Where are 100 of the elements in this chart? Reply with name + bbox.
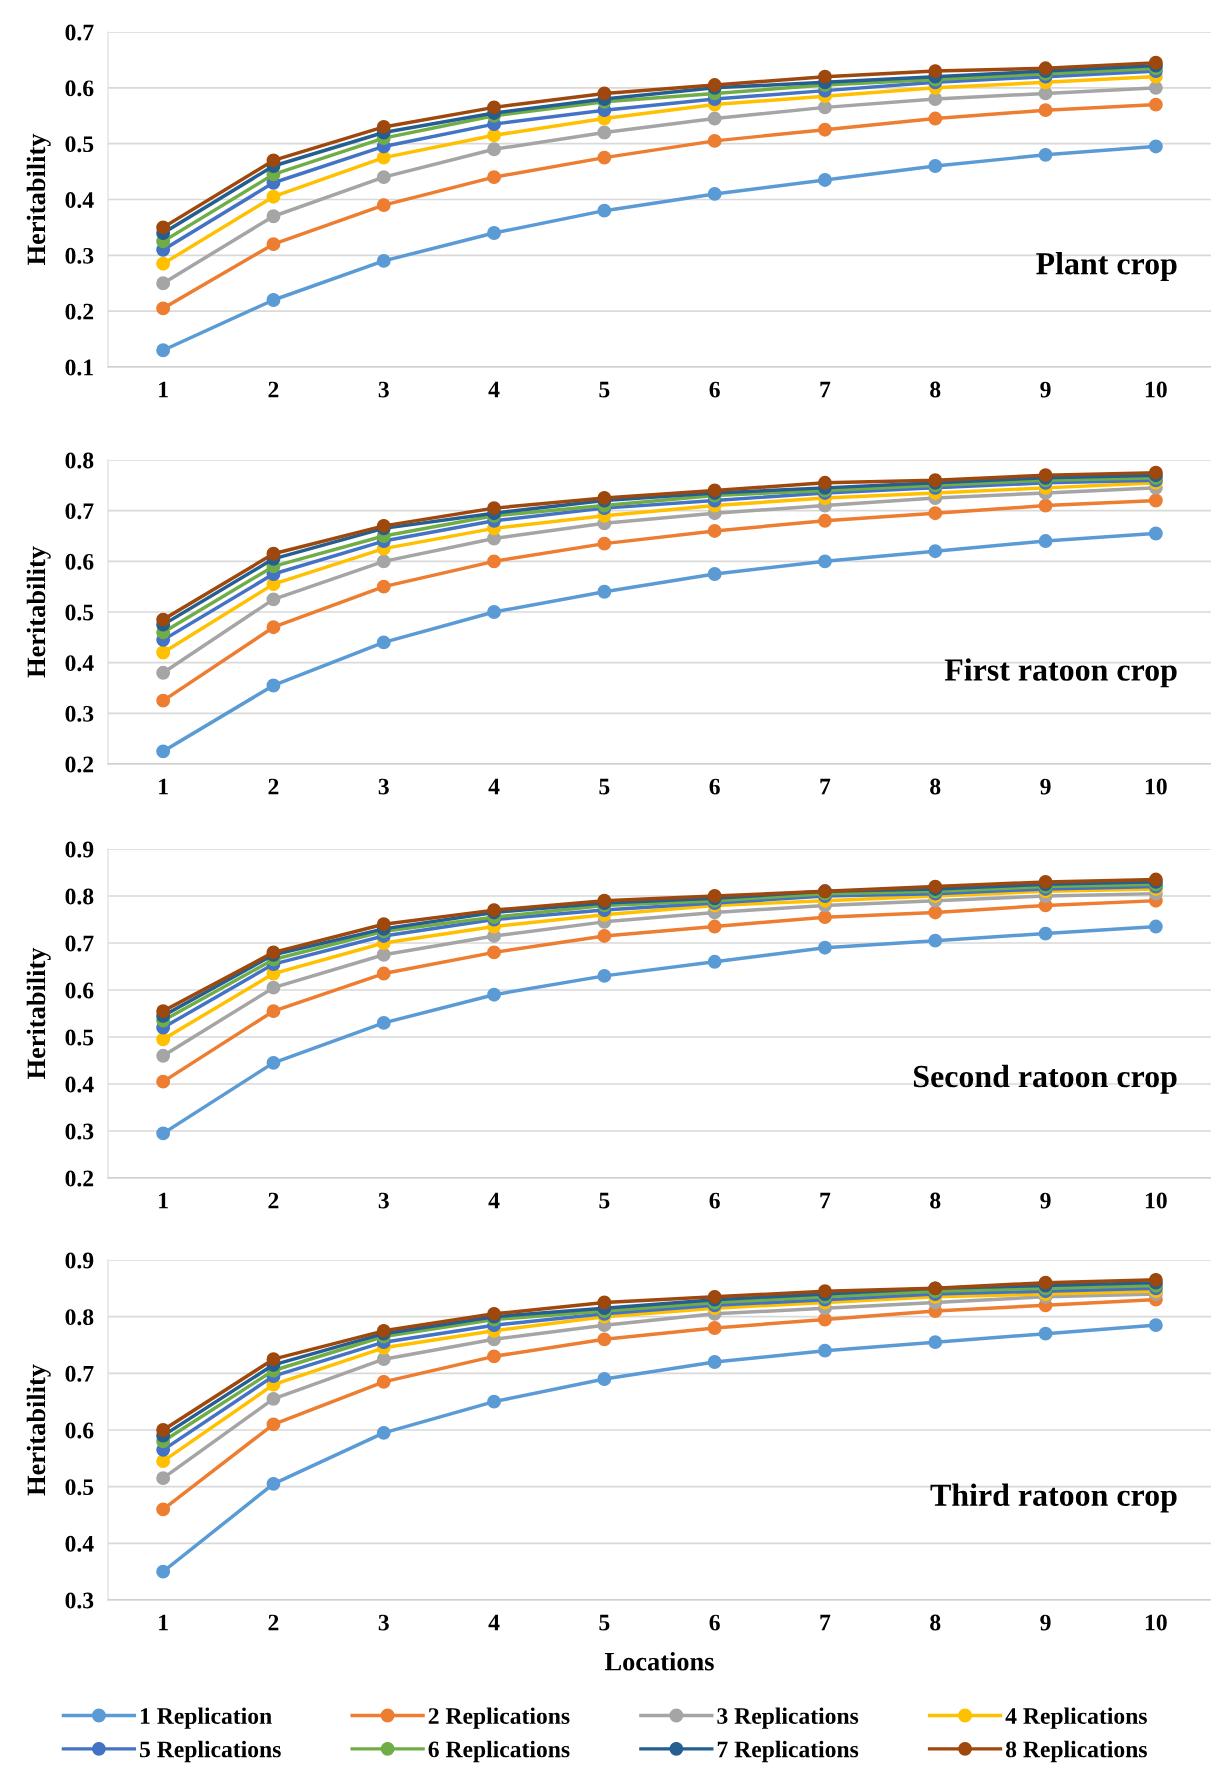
y-tick-label: 0.5 [65,604,94,621]
point [376,579,391,594]
y-axis-title: Heritability [26,133,51,266]
point [266,678,281,693]
y-tick-label: 0.3 [65,1592,94,1609]
point [597,968,612,983]
point [266,1352,281,1367]
point [597,86,612,101]
point [156,1564,171,1579]
x-tick-label: 5 [599,778,610,795]
point [597,536,612,551]
point [487,605,501,619]
point [928,544,943,559]
point [156,1502,171,1517]
legend-label: 8 Replications [1005,1740,1147,1763]
point [376,947,391,962]
point [487,987,501,1002]
point [266,1004,281,1019]
y-tick-label: 0.4 [65,655,94,672]
point [928,159,943,173]
point [156,343,171,358]
point [1038,103,1053,118]
point [376,1352,391,1367]
y-tick-label: 0.9 [65,841,94,858]
point [818,173,832,187]
point [818,69,832,84]
point [928,933,943,948]
point [818,1343,832,1358]
point [376,917,391,932]
y-tick-label: 0.7 [65,935,94,952]
x-tick-label: 5 [599,1192,610,1209]
point [266,1391,281,1406]
point [266,293,281,307]
x-tick-label: 4 [488,1614,500,1631]
point [707,186,722,201]
point [597,929,612,943]
x-tick-label: 6 [709,381,720,398]
point [376,150,391,165]
point [707,1321,722,1335]
x-tick-label: 9 [1040,381,1051,398]
y-tick-label: 0.6 [65,553,94,570]
x-tick-label: 7 [820,1192,831,1209]
legend-label: 1 Replication [140,1707,272,1729]
y-tick-label: 0.2 [65,303,94,320]
y-tick-label: 0.6 [65,982,94,999]
point [376,170,391,185]
y-tick-label: 0.6 [65,80,94,97]
x-tick-label: 7 [820,381,831,398]
x-tick-label: 9 [1040,1614,1051,1631]
point [266,1055,281,1070]
x-tick-label: 3 [378,778,389,795]
y-tick-label: 0.5 [65,1479,94,1496]
x-tick-label: 10 [1145,778,1167,795]
point [1038,1326,1053,1341]
point [266,209,281,224]
x-tick-label: 7 [820,1614,831,1631]
point [376,1374,391,1389]
point [928,111,943,126]
annotation: Third ratoon crop [930,1483,1177,1513]
point [376,554,391,569]
annotation: Second ratoon crop [913,1064,1177,1094]
y-tick-label: 0.4 [65,191,94,209]
point [266,592,281,607]
point [156,645,171,660]
x-tick-label: 4 [488,778,500,795]
x-tick-label: 1 [159,1192,168,1209]
point [156,612,171,627]
y-tick-label: 0.2 [65,756,94,773]
point [818,100,832,115]
y-tick-label: 0.6 [65,1422,94,1439]
x-tick-label: 8 [930,1614,941,1631]
point [818,940,832,955]
point [156,665,171,680]
point [376,1015,391,1030]
point [707,919,722,934]
x-tick-label: 10 [1145,1614,1167,1631]
point [1148,526,1163,541]
x-tick-label: 5 [599,381,610,398]
point [707,523,722,538]
point [487,1394,501,1409]
point [266,980,281,995]
point [156,744,171,759]
y-tick-label: 0.5 [65,136,94,153]
x-tick-label: 1 [159,778,168,795]
point [266,237,281,252]
point [266,153,281,168]
x-axis-title: Locations [604,1651,714,1671]
x-tick-label: 5 [599,1614,610,1631]
point [928,905,943,920]
point [1148,97,1163,112]
x-tick-label: 3 [378,1614,389,1631]
point [376,1425,391,1440]
x-tick-label: 8 [930,381,941,398]
x-tick-label: 4 [488,381,500,398]
x-tick-label: 6 [709,778,720,795]
point [487,170,501,185]
point [928,506,943,521]
legend-label: 5 Replications [139,1740,281,1763]
x-tick-label: 2 [268,1614,279,1631]
legend-label: 7 Replications [717,1740,859,1763]
